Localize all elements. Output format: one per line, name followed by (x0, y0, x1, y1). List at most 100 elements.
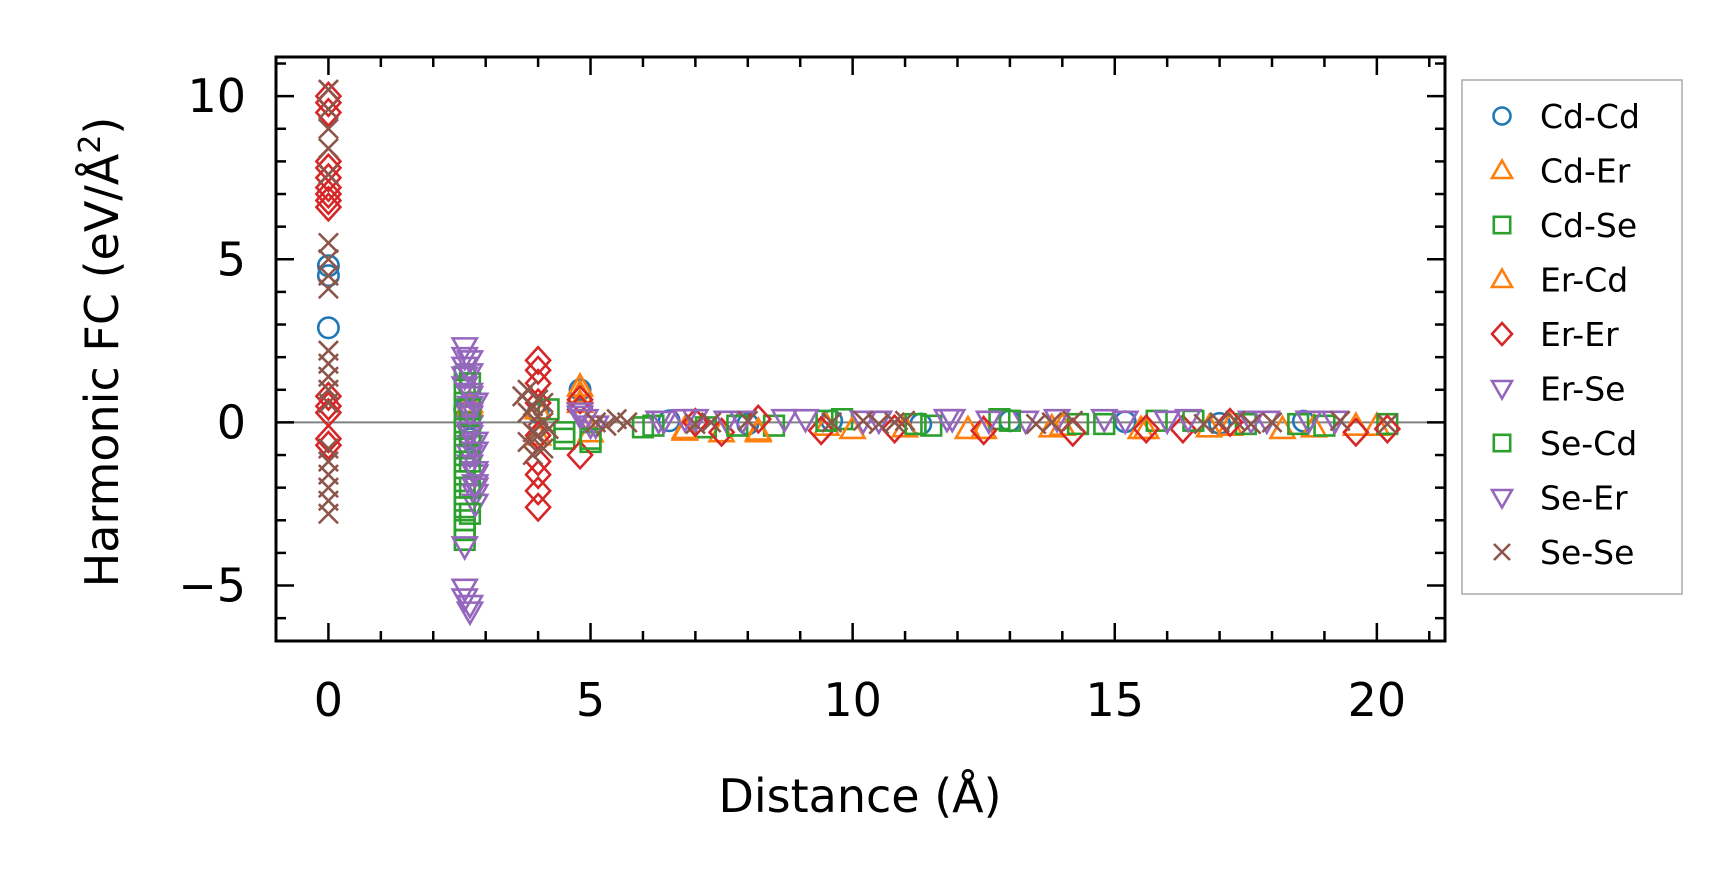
legend: Cd-Cd Cd-Er Cd-Se Er-Cd Er-Er Er-Se Se-Cd Se-Er… (1461, 79, 1683, 595)
data-point (1240, 413, 1262, 435)
data-point (317, 137, 339, 159)
data-point (815, 409, 838, 432)
x-tick-label: 5 (576, 673, 605, 727)
data-point (314, 178, 343, 210)
legend-label: Cd-Er (1540, 152, 1631, 191)
data-point (316, 316, 340, 340)
data-point (317, 278, 339, 300)
data-point (317, 163, 339, 185)
data-point (524, 345, 552, 376)
y-axis-label-main: Harmonic FC (eV/Å (75, 153, 129, 587)
data-point (566, 439, 594, 471)
data-point (681, 408, 710, 434)
legend-entry: Cd-Cd (1492, 97, 1640, 136)
legend-entry: Er-Er (1490, 315, 1619, 354)
data-point (1341, 411, 1371, 436)
data-point (1152, 410, 1182, 436)
data-point (595, 415, 617, 437)
data-point (744, 404, 773, 435)
data-point (974, 410, 1004, 436)
legend-marker (1489, 379, 1515, 402)
data-point (532, 392, 554, 414)
data-point (571, 408, 600, 434)
data-point (566, 384, 594, 415)
data-point (937, 408, 967, 434)
y-tick-label: 5 (217, 232, 246, 286)
data-point (1376, 413, 1398, 435)
legend-entry: Se-Cd (1492, 424, 1637, 463)
data-point (522, 421, 544, 443)
data-point (1131, 414, 1161, 440)
data-point (1261, 411, 1283, 433)
data-point (314, 162, 343, 193)
data-point (894, 410, 916, 432)
data-point (904, 412, 927, 436)
data-point (616, 411, 638, 433)
data-point (1373, 413, 1402, 445)
data-point (460, 441, 490, 467)
data-point (1294, 410, 1323, 436)
series-se-er (450, 350, 1323, 627)
data-point (317, 98, 339, 120)
x-tick-label: 0 (314, 673, 343, 727)
data-point (864, 410, 894, 436)
legend-marker (1492, 433, 1512, 453)
data-points (314, 79, 1402, 627)
legend-marker (1492, 215, 1512, 235)
data-point (314, 185, 343, 216)
data-point (1110, 410, 1140, 436)
legend-entries: Cd-Cd Cd-Er Cd-Se Er-Cd Er-Er Er-Se Se-Cd Se-Er… (1489, 97, 1640, 572)
x-axis-label: Distance (Å) (718, 769, 1001, 823)
series-se-se (317, 79, 1398, 525)
data-point (1041, 411, 1063, 433)
x-tick-label: 10 (823, 673, 882, 727)
data-point (737, 410, 759, 432)
x-tick-label: 15 (1085, 673, 1144, 727)
data-point (1037, 412, 1067, 438)
data-point (998, 409, 1022, 432)
data-point (1132, 413, 1160, 445)
legend-entry: Cd-Se (1492, 206, 1637, 245)
data-point (524, 475, 552, 507)
data-point (1329, 410, 1351, 432)
data-point (744, 417, 773, 443)
legend-entry: Se-Se (1493, 533, 1634, 572)
data-point (316, 264, 340, 288)
legend-marker (1489, 157, 1515, 180)
data-point (848, 410, 878, 436)
axis-ticks (274, 57, 1445, 641)
data-point (460, 461, 490, 486)
y-tick-label: 10 (187, 69, 246, 123)
data-point (517, 402, 539, 424)
y-axis-label-superscript: 2 (73, 135, 108, 154)
data-point (317, 503, 339, 525)
data-point (1173, 408, 1203, 434)
data-point (1090, 408, 1119, 434)
legend-marker (1489, 488, 1515, 511)
y-tick-label: −5 (178, 559, 246, 613)
data-point (524, 459, 552, 490)
data-point (522, 444, 544, 466)
legend-entry: Cd-Er (1489, 152, 1631, 191)
data-point (455, 363, 485, 389)
data-point (460, 392, 490, 418)
data-point (770, 408, 799, 434)
data-point (527, 424, 549, 446)
data-point (458, 502, 482, 525)
data-point (314, 191, 343, 223)
legend-label: Se-Er (1540, 479, 1628, 518)
data-point (1093, 412, 1116, 436)
legend-label: Cd-Cd (1540, 97, 1640, 136)
legend-label: Cd-Se (1540, 206, 1637, 245)
data-point (517, 431, 539, 453)
data-point (455, 601, 485, 627)
legend-label: Se-Cd (1540, 424, 1637, 463)
data-point (460, 431, 490, 457)
data-point (317, 392, 339, 414)
legend-marker (1493, 543, 1511, 561)
data-point (317, 232, 339, 254)
data-point (791, 408, 820, 434)
legend-entry: Se-Er (1489, 479, 1628, 518)
series-se-cd (458, 372, 1310, 525)
